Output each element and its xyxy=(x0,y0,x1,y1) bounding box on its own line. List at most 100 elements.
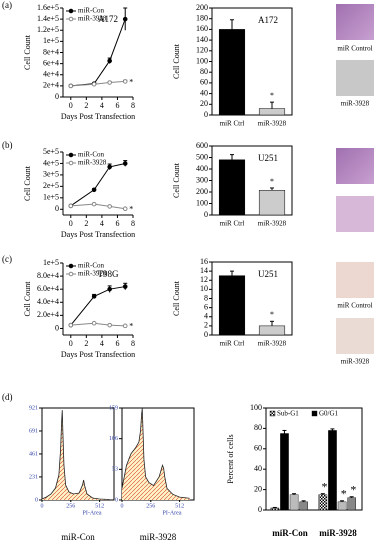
x-tick-label: miR-3928 xyxy=(258,120,287,128)
panel-label: (c) xyxy=(2,254,12,264)
image-label: miR-3928 xyxy=(341,100,370,108)
x-tick-label: 256 xyxy=(146,503,155,509)
chart-title: A172 xyxy=(98,14,118,24)
marker xyxy=(122,323,128,329)
y-tick-label: 140 xyxy=(196,35,208,44)
histogram-fill xyxy=(122,408,190,500)
x-tick-label: miR-3928 xyxy=(319,528,357,538)
annotation: * xyxy=(129,322,133,331)
y-tick-label: 100 xyxy=(196,198,208,207)
x-tick-label: 0 xyxy=(41,503,44,509)
panel-label: (d) xyxy=(2,392,13,402)
y-tick-label: 2 xyxy=(204,321,208,330)
y-axis-label: Cell Count xyxy=(172,280,181,316)
y-tick-label: 1.4e+5 xyxy=(37,14,59,23)
micrograph xyxy=(336,60,374,96)
x-tick-label: 6 xyxy=(115,219,119,228)
y-tick-label: 0 xyxy=(35,497,38,503)
y-tick-label: 60 xyxy=(200,78,208,87)
series-line xyxy=(70,18,126,87)
y-tick-label: 4 xyxy=(204,312,208,321)
image-label: miR Control xyxy=(337,302,372,310)
micrograph xyxy=(336,196,374,232)
image-label: miR-3928 xyxy=(341,358,370,366)
histogram-line xyxy=(121,408,190,499)
series-line xyxy=(70,286,126,326)
y-tick-label: 8.0e+4 xyxy=(37,271,59,280)
y-axis-label: Cell Count xyxy=(23,34,32,70)
series-line xyxy=(70,80,126,87)
legend-label: Sub-G1 xyxy=(277,410,299,418)
legend-label: miR-Con xyxy=(78,7,105,15)
y-axis-label: Percent of cells xyxy=(226,434,235,483)
marker xyxy=(91,187,97,193)
series-line xyxy=(70,203,126,210)
histogram-fill xyxy=(42,410,110,500)
legend-label: miR-3928 xyxy=(78,159,107,167)
legend-label: miR-3928 xyxy=(78,15,107,23)
legend-label: miR-3928 xyxy=(78,270,107,278)
micrograph xyxy=(336,262,374,298)
y-axis-label: Cell Count xyxy=(172,162,181,198)
sample-label: miR-Con xyxy=(61,532,95,542)
bar xyxy=(218,275,246,336)
x-tick-label: 0 xyxy=(69,219,73,228)
marker xyxy=(122,16,128,22)
y-tick-label: 6 xyxy=(204,302,208,311)
y-tick-label: 0 xyxy=(55,204,59,213)
marker xyxy=(107,164,112,170)
legend-label: miR-Con xyxy=(78,151,105,159)
x-tick-label: 256 xyxy=(66,503,75,509)
micrograph xyxy=(336,318,374,354)
series-line xyxy=(70,162,126,207)
marker xyxy=(107,58,112,64)
x-tick-label: 2 xyxy=(84,219,88,228)
chart-title: U251 xyxy=(258,153,278,163)
y-tick-label: 16 xyxy=(200,257,208,266)
x-tick-label: miR-3928 xyxy=(258,220,287,228)
y-tick-label: 600 xyxy=(196,141,208,150)
x-axis-label: PI-Area xyxy=(163,510,182,516)
y-tick-label: 80 xyxy=(200,67,208,76)
chart-title: U251 xyxy=(258,269,278,279)
y-axis-label: Cell Count xyxy=(172,43,181,79)
x-tick-label: miR Ctrl xyxy=(220,220,245,228)
x-axis-label: Days Post Transfection xyxy=(61,112,135,121)
y-tick-label: 20 xyxy=(254,484,262,493)
x-tick-label: 2 xyxy=(84,101,88,110)
y-tick-label: 1e+5 xyxy=(43,193,59,202)
annotation: * xyxy=(270,310,274,319)
x-axis-label: Days Post Transfection xyxy=(61,230,135,239)
bar xyxy=(289,494,299,511)
marker xyxy=(91,201,97,207)
x-tick-label: 8 xyxy=(131,219,135,228)
y-tick-label: 4e+4 xyxy=(43,70,59,79)
marker xyxy=(68,83,74,89)
marker xyxy=(91,81,97,87)
y-tick-label: 231 xyxy=(29,474,38,480)
x-axis-label: PI-Area xyxy=(83,510,102,516)
panel-label: (a) xyxy=(2,0,12,10)
bar xyxy=(258,108,286,116)
y-tick-label: 8 xyxy=(204,293,208,302)
y-axis-label: Cell Count xyxy=(23,281,32,317)
y-tick-label: 0 xyxy=(204,210,208,219)
y-tick-label: 2.0e+4 xyxy=(37,310,59,319)
annotation: * xyxy=(270,177,274,186)
y-tick-label: 6.0e+4 xyxy=(37,284,59,293)
y-axis-label: Cell Count xyxy=(23,165,32,201)
y-tick-label: 20 xyxy=(200,99,208,108)
legend-marker xyxy=(68,8,74,14)
y-tick-label: 53 xyxy=(112,467,118,473)
chart-title: A172 xyxy=(258,15,278,25)
y-tick-label: 2e+4 xyxy=(43,81,59,90)
x-tick-label: 0 xyxy=(69,101,73,110)
x-tick-label: 0 xyxy=(69,339,73,348)
y-tick-label: 921 xyxy=(29,405,38,411)
y-tick-label: 6e+4 xyxy=(43,58,59,67)
image-label: miR Control xyxy=(337,45,372,53)
y-tick-label: 0 xyxy=(204,330,208,339)
y-tick-label: 14 xyxy=(200,266,208,275)
y-tick-label: 1.6e+5 xyxy=(37,3,59,12)
y-tick-label: 4e+5 xyxy=(43,158,59,167)
